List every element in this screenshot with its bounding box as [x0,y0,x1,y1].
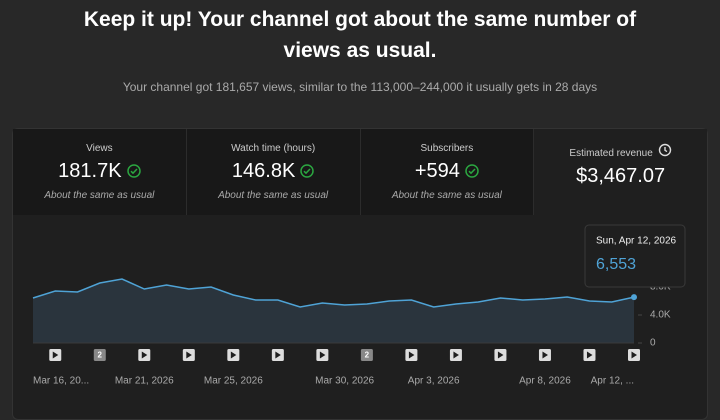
event-marker[interactable] [405,349,418,361]
metric-card[interactable]: Subscribers +594 About the same as usual [360,129,535,215]
metric-card[interactable]: Views 181.7K About the same as usual [13,129,187,215]
play-icon [542,351,548,359]
check-icon [300,164,315,178]
y-tick-label: 0 [650,338,656,349]
metric-label: Estimated revenue [534,143,707,159]
metric-label: Views [13,143,186,154]
event-marker[interactable] [138,349,151,361]
event-marker[interactable] [538,349,551,361]
metric-value-text: 146.8K [231,160,296,182]
play-icon [319,351,326,359]
event-marker[interactable] [316,349,329,361]
metric-card[interactable]: Watch time (hours) 146.8K About the same a… [186,129,361,215]
line [32,278,635,308]
x-tick-label: Apr 12, ... [591,376,634,387]
play-icon [631,351,637,359]
headline: Keep it up! Your channel got about the s… [83,8,637,62]
marker-count: 2 [98,351,103,360]
event-marker[interactable] [182,349,195,361]
metric-label-text: Subscribers [420,143,474,154]
metric-cards: Views 181.7K About the same as usual Watch … [13,129,707,215]
play-icon [497,351,504,359]
metric-value-text: $3,467.07 [576,165,666,187]
y-tick-label: 4.0K [650,310,671,321]
play-icon [230,351,237,359]
tooltip-box [584,224,686,288]
event-marker[interactable]: 2 [360,349,373,361]
marker-box [93,349,106,361]
check-icon [126,164,141,178]
event-marker[interactable] [227,349,240,361]
point [631,294,637,301]
play-icon [186,351,192,359]
metric-value-text: +594 [414,160,460,182]
metric-value: $3,467.07 [534,165,707,188]
metric-value-text: 181.7K [58,160,122,182]
event-marker[interactable] [583,349,596,361]
event-marker[interactable] [271,349,284,361]
x-tick-label: Apr 8, 2026 [519,376,571,387]
subheadline: Your channel got 181,657 views, similar … [122,80,598,94]
play-icon [586,351,593,359]
play-icon [141,351,148,359]
play-icon [52,351,59,359]
marker-count: 2 [365,351,370,360]
metric-label-text: Estimated revenue [569,148,653,159]
metric-note: About the same as usual [218,190,329,201]
metric-label-text: Watch time (hours) [231,143,316,154]
event-marker[interactable] [628,349,640,361]
metric-note: About the same as usual [44,190,155,201]
marker-box [360,349,373,361]
x-tick-label: Mar 25, 2026 [204,376,263,387]
tooltip-date: Sun, Apr 12, 2026 [596,236,677,247]
check-icon [465,164,479,178]
x-tick-label: Mar 16, 20... [33,376,89,387]
metric-label: Watch time (hours) [187,143,360,154]
metric-card[interactable]: Estimated revenue $3,467.07 [534,129,707,215]
play-icon [275,351,281,359]
play-icon [453,351,459,359]
metric-value: 181.7K [13,160,186,183]
event-marker[interactable] [494,349,507,361]
metric-label-text: Views [86,143,113,154]
x-tick-label: Apr 3, 2026 [408,376,460,387]
play-icon [408,351,415,359]
metric-value: +594 [361,160,534,183]
event-marker[interactable] [49,349,62,361]
x-tick-label: Mar 21, 2026 [115,376,174,387]
event-marker[interactable] [449,349,462,361]
clock-icon [658,143,672,157]
tooltip-value: 6,553 [596,256,636,273]
page: Keep it up! Your channel got about the s… [12,8,708,420]
metric-value: 146.8K [187,160,360,183]
event-marker[interactable]: 2 [93,349,106,361]
area [33,279,634,343]
metric-note: About the same as usual [391,190,502,201]
x-tick-label: Mar 30, 2026 [315,376,374,387]
metric-label: Subscribers [361,143,534,154]
